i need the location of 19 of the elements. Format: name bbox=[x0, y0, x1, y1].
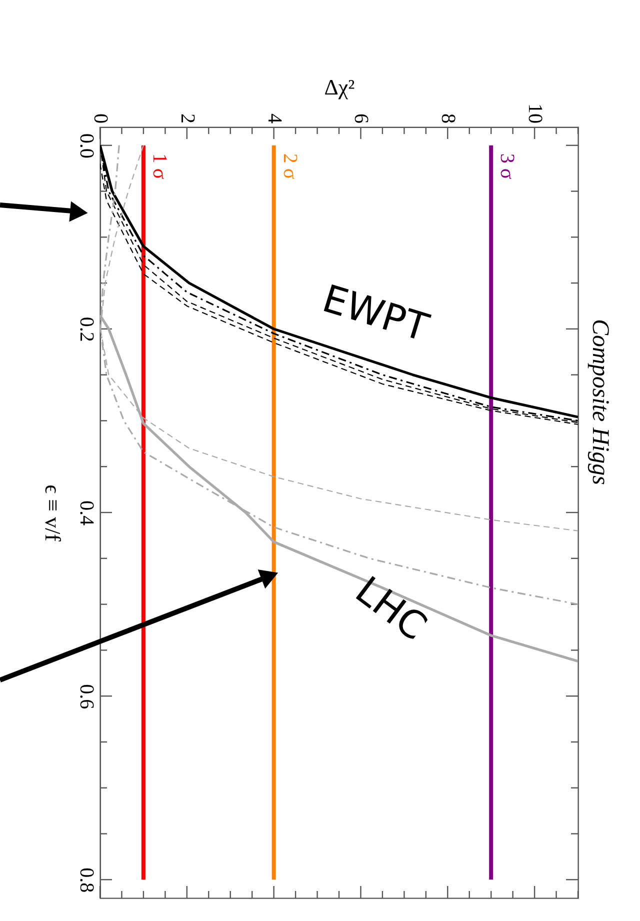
y-axis-title: ϵ ≡ v/f bbox=[40, 484, 66, 542]
y-tick-label: 0.4 bbox=[76, 500, 98, 526]
ref-line-label: 3 σ bbox=[496, 153, 518, 180]
annotation: LHC bbox=[348, 568, 435, 649]
ref-line-label: 2 σ bbox=[278, 153, 301, 180]
x-tick-label: 8 bbox=[437, 114, 460, 124]
x-tick-label: 10 bbox=[524, 104, 546, 124]
x-tick-label: 0 bbox=[90, 114, 112, 124]
y-tick-label: 0.2 bbox=[76, 316, 98, 342]
ref-line-label: 1 σ bbox=[148, 153, 170, 180]
y-tick-label: 0.0 bbox=[76, 133, 98, 158]
x-tick-label: 4 bbox=[263, 114, 286, 124]
x-tick-label: 2 bbox=[176, 114, 198, 124]
annotation: EWPT bbox=[318, 276, 434, 350]
y-tick-label: 0.8 bbox=[76, 868, 98, 893]
x-tick-label: 6 bbox=[350, 114, 372, 124]
x-axis-title: Δχ² bbox=[324, 74, 356, 100]
text: Composite Higgs bbox=[587, 318, 613, 486]
y-tick-label: 0.6 bbox=[76, 684, 98, 710]
